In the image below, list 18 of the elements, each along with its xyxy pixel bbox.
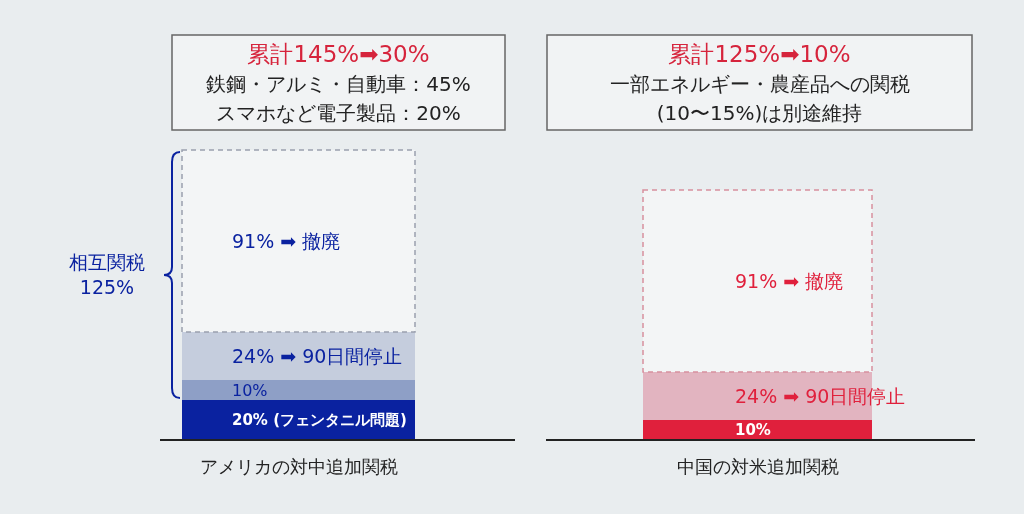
text: (10〜15%)は別途維持 (656, 101, 863, 125)
text: 鉄鋼・アルミ・自動車：45% (206, 72, 471, 96)
bar (181, 149, 416, 333)
chart-title: 累計145%➡30% (247, 41, 430, 67)
data-label: 24% ➡ 90日間停止 (735, 384, 906, 407)
x-axis-title: 中国の対米追加関税 (676, 456, 839, 477)
data-label: 10% (735, 421, 771, 440)
data-label: 91% ➡ 撤廃 (232, 229, 341, 252)
chart-title: 累計125%➡10% (668, 41, 851, 67)
bar (182, 380, 415, 400)
x-axis-title: アメリカの対中追加関税 (199, 456, 398, 477)
text: 一部エネルギー・農産品への関税 (609, 72, 910, 96)
text: スマホなど電子製品：20% (216, 101, 461, 125)
text: 相互関税 125% (69, 251, 145, 298)
data-label: 20% (フェンタニル問題) (232, 411, 407, 430)
data-label: 24% ➡ 90日間停止 (232, 344, 403, 367)
data-label: 10% (232, 380, 268, 400)
data-label: 91% ➡ 撤廃 (735, 269, 844, 292)
